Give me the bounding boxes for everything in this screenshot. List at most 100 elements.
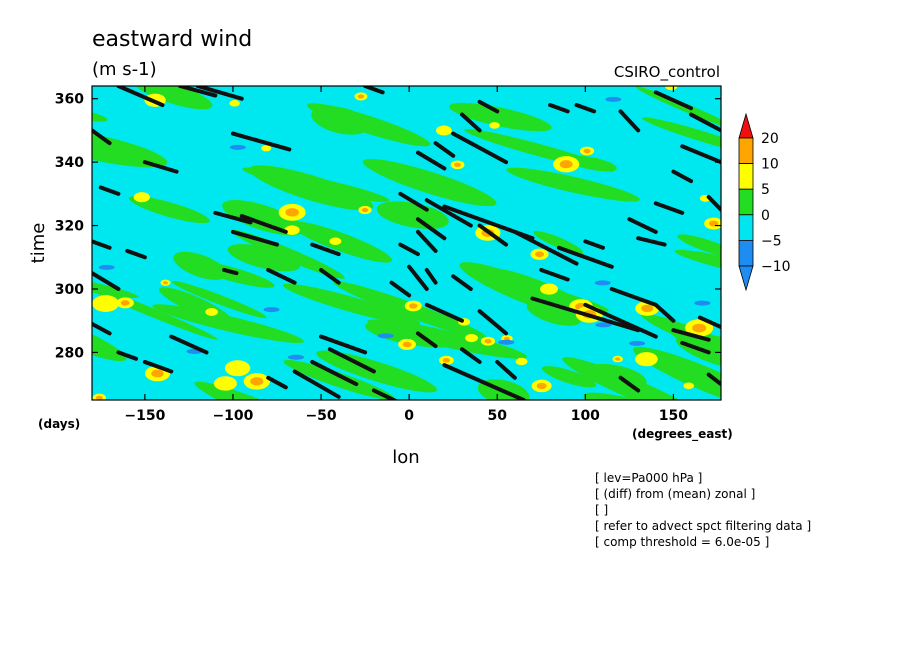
green-band xyxy=(92,106,108,122)
blue-patch xyxy=(595,322,612,328)
blue-patch xyxy=(498,339,515,345)
contour-segment xyxy=(142,359,174,374)
wind-field xyxy=(5,52,721,412)
yellow-patch xyxy=(205,308,218,316)
green-band xyxy=(449,102,552,132)
contour-segment xyxy=(689,112,721,133)
x-tick-label: 100 xyxy=(571,408,600,424)
orange-patch xyxy=(357,94,365,99)
colorbar-label: −10 xyxy=(761,259,791,275)
contour-segment xyxy=(222,267,239,276)
orange-patch xyxy=(534,251,545,258)
contour-segment xyxy=(292,369,341,399)
x-axis-unit: (degrees_east) xyxy=(632,427,733,442)
orange-patch xyxy=(484,339,492,344)
yellow-patch xyxy=(213,376,237,391)
yellow-patch xyxy=(261,145,272,152)
x-axis-label: lon xyxy=(392,447,419,468)
contour-segment xyxy=(363,86,385,95)
yellow-patch xyxy=(92,295,119,312)
orange-patch xyxy=(409,303,418,309)
orange-patch xyxy=(454,162,462,167)
contour-segment xyxy=(697,315,721,330)
contour-segment xyxy=(451,274,473,291)
yellow-patch xyxy=(465,334,478,343)
green-band xyxy=(5,52,104,84)
contour-segment xyxy=(433,141,456,158)
yellow-patch xyxy=(329,237,342,245)
contour-segment xyxy=(310,359,359,387)
blue-patch xyxy=(287,354,304,360)
contour-segment xyxy=(230,229,279,247)
green-band xyxy=(249,165,374,211)
contour-segment xyxy=(398,191,429,212)
orange-patch xyxy=(361,207,369,213)
contour-segment xyxy=(680,340,711,355)
colorbar-label: 20 xyxy=(761,131,779,147)
contour-segment xyxy=(169,334,209,355)
green-band xyxy=(92,127,168,168)
contour-segment xyxy=(92,239,112,250)
contour-segment xyxy=(706,195,721,212)
contour-segment xyxy=(424,267,438,285)
contour-segment xyxy=(495,359,517,380)
contour-segment xyxy=(618,109,641,133)
contour-segment xyxy=(424,302,464,323)
chart-subtitle: (m s-1) xyxy=(92,59,157,80)
orange-patch xyxy=(692,323,707,333)
contour-segment xyxy=(424,198,473,228)
x-tick-label: 50 xyxy=(487,408,507,424)
orange-patch xyxy=(615,357,621,361)
orange-patch xyxy=(250,377,264,386)
green-band xyxy=(133,86,213,110)
contour-segment xyxy=(398,242,420,257)
green-band xyxy=(642,117,721,156)
yellow-patch xyxy=(635,352,658,367)
colorbar: 20 10 5 0 −5 −10 xyxy=(738,112,791,292)
contour-segment xyxy=(451,131,473,146)
contour-segment xyxy=(98,185,121,196)
blue-patch xyxy=(694,300,711,306)
green-band xyxy=(171,280,267,319)
contour-segment xyxy=(636,236,667,247)
orange-patch xyxy=(285,208,299,217)
y-tick-label: 340 xyxy=(55,155,84,171)
y-tick-label: 320 xyxy=(55,219,84,235)
contour-segment xyxy=(530,296,641,333)
orange-patch xyxy=(641,304,654,313)
contour-segment xyxy=(195,86,244,101)
orange-patch xyxy=(163,281,168,285)
contour-segment xyxy=(548,103,570,114)
colorbar-swatch xyxy=(738,137,754,165)
contour-segment xyxy=(407,264,429,291)
contour-segment xyxy=(116,350,139,361)
contour-segment xyxy=(415,331,438,349)
contour-segment xyxy=(609,286,658,307)
contour-segment xyxy=(583,302,658,339)
orange-patch xyxy=(402,341,412,348)
plot-area xyxy=(5,52,722,412)
x-tick-label: 150 xyxy=(659,408,688,424)
green-band xyxy=(10,372,94,412)
x-tick-label: −50 xyxy=(305,408,336,424)
contour-segment xyxy=(266,267,297,285)
yellow-patch xyxy=(665,86,678,91)
blue-patch xyxy=(594,280,611,286)
strong-anomaly-patches xyxy=(92,86,721,400)
contour-segment xyxy=(583,239,605,250)
green-band xyxy=(282,283,421,326)
orange-patch xyxy=(151,369,164,378)
contour-segment xyxy=(415,150,447,171)
contour-segment xyxy=(239,214,288,234)
yellow-patch xyxy=(133,192,150,203)
green-band xyxy=(227,244,301,272)
contour-segment xyxy=(213,210,253,225)
green-band xyxy=(92,262,139,298)
colorbar-max-arrow xyxy=(738,112,754,139)
colorbar-label: 0 xyxy=(761,208,770,224)
green-band xyxy=(92,310,127,362)
green-band xyxy=(674,249,721,283)
y-axis-unit: (days) xyxy=(38,417,80,431)
contour-segment xyxy=(442,363,526,400)
contour-segment xyxy=(671,328,711,342)
